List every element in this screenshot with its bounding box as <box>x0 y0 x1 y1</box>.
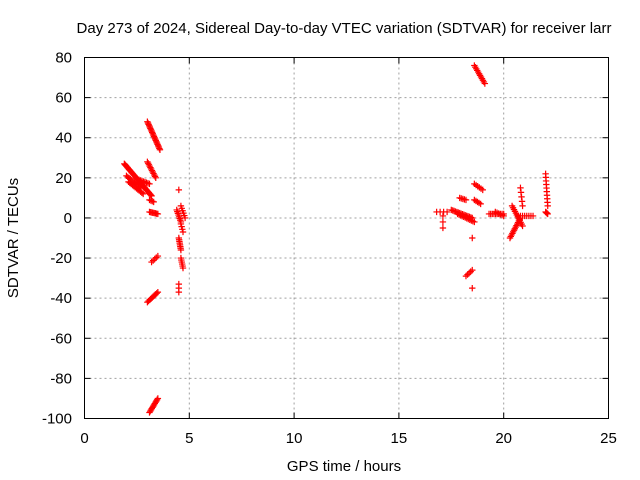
data-point <box>544 202 551 210</box>
x-tick-label: 15 <box>391 430 408 447</box>
data-point <box>462 272 470 280</box>
data-point <box>469 218 477 225</box>
data-point <box>145 161 153 168</box>
data-point <box>154 288 162 296</box>
data-point <box>150 198 157 206</box>
data-point <box>154 210 162 218</box>
axis-ticks <box>84 57 609 419</box>
plot-frame <box>84 57 609 419</box>
y-tick-label: 80 <box>55 50 72 67</box>
data-point <box>144 160 152 167</box>
data-point <box>152 174 159 182</box>
data-point <box>151 171 158 179</box>
data-point <box>469 284 476 292</box>
data-point <box>175 186 183 194</box>
data-point <box>181 214 189 222</box>
data-point <box>147 197 155 204</box>
data-point <box>468 217 475 224</box>
data-point <box>179 264 187 272</box>
data-point <box>147 191 155 199</box>
data-point <box>465 269 473 277</box>
y-tick-label: -40 <box>50 290 72 307</box>
data-point <box>467 268 474 275</box>
chart-title: Day 273 of 2024, Sidereal Day-to-day VTE… <box>77 20 612 37</box>
data-point <box>147 165 155 173</box>
data-point <box>439 218 447 226</box>
data-point <box>443 208 451 216</box>
data-point <box>153 254 160 261</box>
data-point <box>529 212 537 220</box>
data-point <box>148 167 156 174</box>
x-tick-label: 5 <box>185 430 193 447</box>
data-point <box>469 234 476 242</box>
data-point <box>519 222 526 230</box>
x-tick-label: 10 <box>286 430 303 447</box>
data-point <box>462 196 470 204</box>
data-point <box>150 170 157 177</box>
data-point <box>148 192 155 200</box>
data-point <box>156 146 164 153</box>
data-point <box>144 158 151 165</box>
data-point <box>139 190 147 198</box>
data-point <box>153 396 161 403</box>
x-tick-label: 0 <box>80 430 88 447</box>
data-point <box>477 200 484 208</box>
data-point <box>464 271 471 278</box>
y-tick-label: 0 <box>64 210 72 227</box>
y-tick-label: -20 <box>50 250 72 267</box>
y-tick-labels: -100 -80 -60 -40 -20 0 20 40 60 80 <box>42 50 72 428</box>
data-point <box>149 198 156 205</box>
data-point <box>481 80 489 87</box>
data-point <box>455 211 463 218</box>
y-tick-label: -100 <box>42 411 72 428</box>
data-point <box>458 212 466 220</box>
data-point <box>138 189 146 196</box>
data-point <box>154 395 162 402</box>
grid-lines <box>84 57 609 419</box>
data-point <box>463 215 470 222</box>
data-point <box>146 180 153 188</box>
x-tick-labels: 0 5 10 15 20 25 <box>80 430 617 447</box>
data-point <box>146 196 153 204</box>
data-point <box>519 202 526 210</box>
x-axis-label: GPS time / hours <box>287 458 401 475</box>
y-tick-label: 60 <box>55 90 72 107</box>
data-point <box>543 210 551 217</box>
data-point <box>439 224 447 232</box>
data-point <box>543 209 550 216</box>
data-point <box>175 288 183 296</box>
y-tick-label: 40 <box>55 130 72 147</box>
x-tick-label: 25 <box>600 430 617 447</box>
data-point <box>454 210 461 218</box>
data-point <box>148 258 155 266</box>
data-point <box>465 215 472 223</box>
x-tick-label: 20 <box>495 430 512 447</box>
data-point <box>457 212 464 219</box>
data-point <box>151 173 159 180</box>
data-point <box>500 212 507 220</box>
data-point <box>471 218 478 226</box>
data-point <box>460 213 467 221</box>
y-axis-label: SDTVAR / TECUs <box>5 178 22 298</box>
data-point <box>154 252 162 260</box>
data-point <box>544 210 551 218</box>
data-point <box>149 168 156 176</box>
data-point <box>146 162 153 170</box>
data-point <box>179 228 187 236</box>
data-point <box>479 186 486 194</box>
y-tick-label: -60 <box>50 330 72 347</box>
data-point <box>439 212 447 220</box>
data-point <box>151 255 158 263</box>
data-point <box>469 266 476 274</box>
y-tick-label: 20 <box>55 170 72 187</box>
data-point <box>153 290 160 297</box>
data-points <box>121 62 551 416</box>
data-point <box>462 214 469 221</box>
data-point <box>466 216 473 223</box>
data-point <box>147 164 154 171</box>
data-point <box>177 246 185 254</box>
y-tick-label: -80 <box>50 370 72 387</box>
